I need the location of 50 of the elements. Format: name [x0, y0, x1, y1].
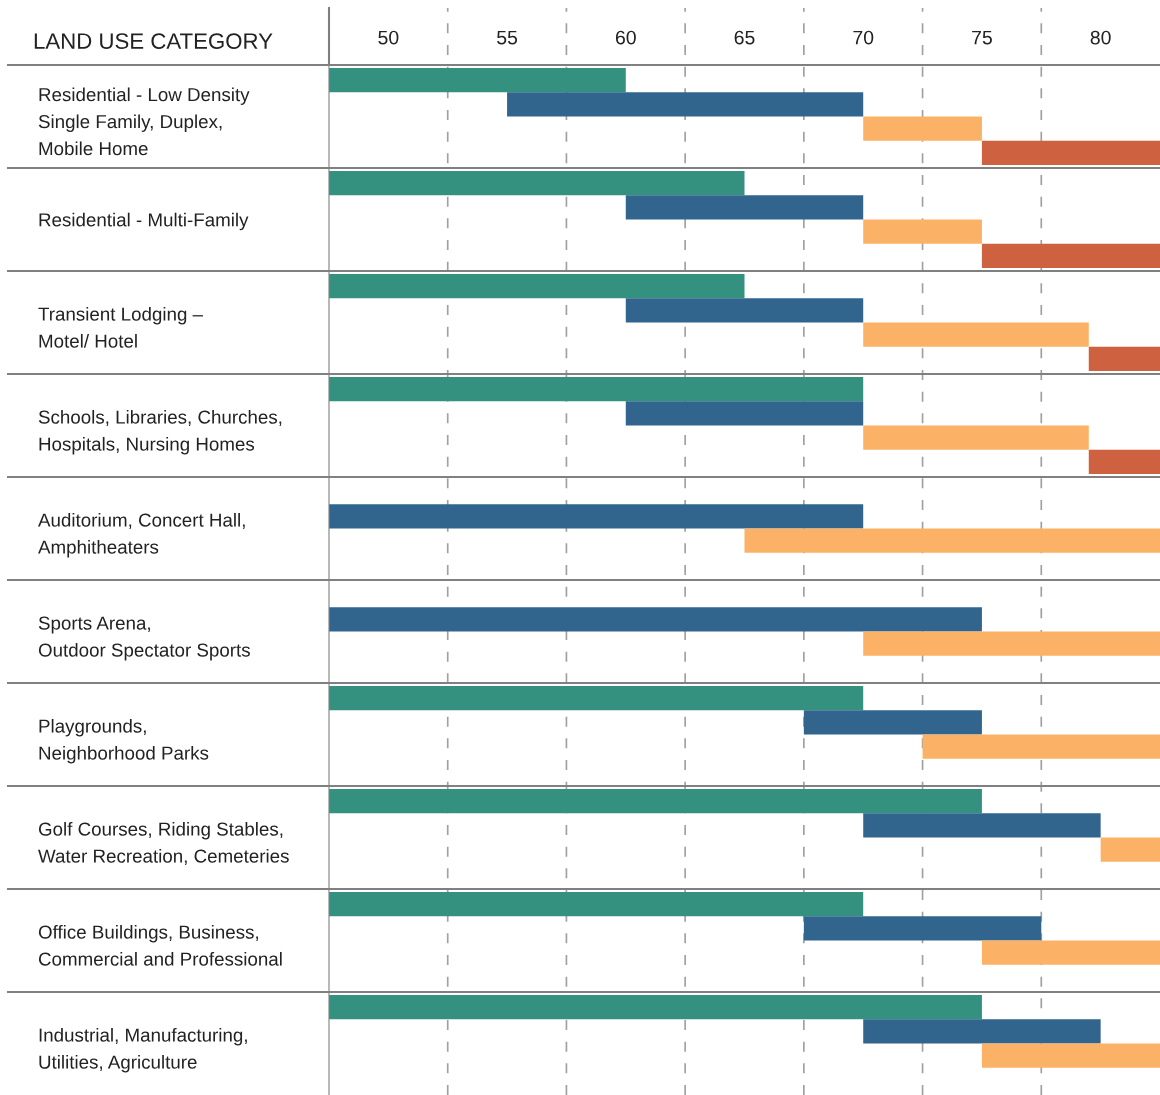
- bar: [922, 734, 1160, 759]
- bar: [329, 607, 982, 632]
- bar: [863, 1019, 1101, 1044]
- y-tick-label: Industrial, Manufacturing, Utilities, Agriculture: [39, 1027, 247, 1073]
- bar: [981, 940, 1160, 965]
- y-tick-label: Playgrounds, Neighborhood Parks: [39, 718, 209, 764]
- bar: [625, 298, 864, 323]
- x-tick-label: 70: [853, 30, 874, 45]
- bar: [803, 916, 1042, 941]
- bar: [863, 116, 982, 141]
- bar: [863, 322, 1089, 347]
- bar: [863, 219, 982, 244]
- y-tick-label: Transient Lodging – Motel/ Hotel: [38, 306, 204, 348]
- y-tick-label: Auditorium, Concert Hall, Amphitheaters: [38, 512, 245, 558]
- y-tick-label: Residential - Multi-Family: [39, 212, 249, 231]
- bar: [329, 504, 864, 529]
- bar: [863, 631, 1160, 656]
- y-tick-label: Golf Courses, Riding Stables, Water Recreation, Cemeteries: [38, 821, 289, 865]
- bar: [329, 171, 745, 196]
- bar: [803, 710, 982, 735]
- bar: [329, 68, 626, 93]
- bar: [863, 425, 1089, 450]
- bar: [981, 1043, 1160, 1068]
- y-tick-label: Residential - Low Density Single Family, Duplex, Mobile Home: [38, 87, 250, 156]
- x-tick-label: 50: [378, 30, 399, 45]
- x-tick-label: 60: [615, 30, 636, 45]
- bar: [329, 995, 982, 1020]
- y-tick-label: Schools, Libraries, Churches, Hospitals, Nursing Homes: [38, 409, 282, 455]
- bar: [625, 401, 864, 426]
- y-axis-title: LAND USE CATEGORY: [34, 33, 273, 49]
- bar: [1088, 346, 1160, 371]
- y-tick-label: Office Buildings, Business, Commercial and Professional: [38, 924, 282, 966]
- bar: [329, 274, 745, 299]
- bar: [863, 813, 1101, 838]
- bar: [981, 243, 1160, 268]
- bar: [507, 92, 864, 117]
- x-tick-label: 80: [1090, 30, 1111, 45]
- y-tick-label: Sports Arena, Outdoor Spectator Sports: [38, 616, 250, 661]
- x-tick-label: 55: [497, 30, 518, 45]
- bar: [329, 686, 864, 711]
- bar: [1088, 449, 1160, 474]
- x-tick-label: 75: [972, 30, 992, 45]
- bar: [329, 789, 982, 814]
- bar: [981, 140, 1160, 165]
- bar: [744, 528, 1160, 553]
- x-tick-label: 65: [734, 30, 755, 45]
- bar: [625, 195, 864, 220]
- bar: [329, 377, 864, 402]
- bar: [1100, 837, 1160, 862]
- bar: [329, 892, 864, 917]
